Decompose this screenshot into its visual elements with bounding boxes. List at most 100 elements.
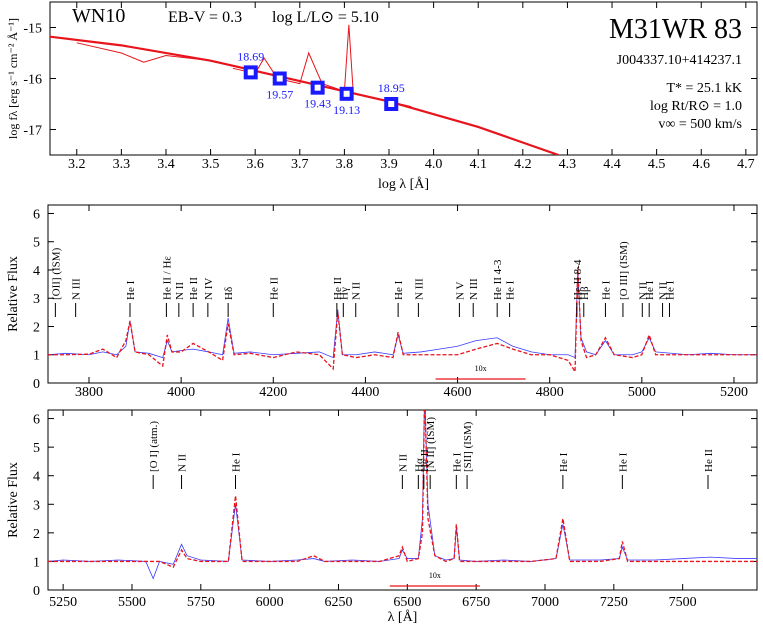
x-tick-label: 5200	[720, 385, 748, 400]
line-id-label: He II	[332, 277, 344, 300]
y-axis-title: log fλ [erg s⁻¹ cm⁻² Å⁻¹]	[6, 18, 20, 139]
y-tick-label: 2	[33, 320, 40, 335]
x-axis-title: λ [Å]	[388, 609, 418, 625]
x-tick-label: 4400	[351, 385, 379, 400]
y-tick-label: 4	[33, 264, 40, 279]
x-tick-label: 6250	[324, 595, 352, 610]
x-axis-title: log λ [Å]	[378, 176, 429, 192]
extinction: EB-V = 0.3	[168, 9, 242, 26]
line-id-label: He I	[451, 452, 463, 472]
x-tick-label: 7500	[669, 595, 697, 610]
y-tick-label: 6	[33, 413, 40, 428]
x-tick-label: 3.5	[202, 157, 220, 172]
x-tick-label: 4.1	[469, 157, 487, 172]
line-id-label: He I	[505, 280, 517, 300]
plot-area	[48, 267, 757, 374]
line-id-label: He I	[393, 280, 405, 300]
line-id-label: Hδ	[223, 287, 235, 300]
x-tick-label: 3.7	[291, 157, 309, 172]
parameter: log Rt/R⊙ = 1.0	[650, 99, 742, 114]
line-id-label: He I	[558, 452, 570, 472]
parameter: T* = 25.1 kK	[666, 81, 742, 96]
line-id-label: [OII] (ISM)	[50, 247, 62, 300]
line-id-label: N III	[468, 278, 480, 300]
x-tick-label: 7000	[531, 595, 559, 610]
line-id-label: He I	[600, 280, 612, 300]
line-id-label: N IV	[203, 278, 215, 300]
line-id-label: He I	[664, 280, 676, 300]
photometry-core	[343, 90, 350, 97]
line-id-label: Hα	[413, 458, 425, 472]
y-tick-label: 5	[33, 441, 40, 456]
parameter: v∞ = 500 km/s	[658, 117, 742, 132]
magnitude-label: 19.57	[266, 88, 293, 102]
star-id: J004337.10+414237.1	[617, 53, 742, 68]
y-tick-label: 3	[33, 292, 40, 307]
y-tick-label: -17	[23, 124, 42, 139]
spectral-type: WN10	[72, 5, 125, 27]
y-tick-label: 1	[33, 349, 40, 364]
magnitude-label: 19.43	[304, 97, 331, 111]
y-tick-label: 0	[33, 584, 40, 599]
line-id-label: N II	[174, 282, 186, 300]
line-id-label: N II	[397, 454, 409, 472]
luminosity: log L/L⊙ = 5.10	[272, 9, 379, 26]
x-tick-label: 3.2	[68, 157, 86, 172]
line-id-label: He II	[188, 277, 200, 300]
plot-area	[50, 24, 559, 155]
line-id-label: Hβ	[579, 286, 591, 300]
y-tick-label: -16	[23, 73, 42, 88]
line-id-label: N II	[637, 282, 649, 300]
line-id-label: N II	[351, 282, 363, 300]
x-tick-label: 4.0	[425, 157, 443, 172]
x-tick-label: 3800	[75, 385, 103, 400]
x-tick-label: 4.6	[692, 157, 710, 172]
scale-note: 10x	[475, 364, 487, 373]
line-id-label: He II / Hε	[161, 256, 173, 300]
y-tick-label: 4	[33, 470, 40, 485]
x-tick-label: 5750	[187, 595, 215, 610]
spectrum-line	[50, 35, 559, 155]
line-id-label: He I	[125, 280, 137, 300]
scale-note: 10x	[429, 571, 441, 580]
y-tick-label: 6	[33, 207, 40, 222]
line-id-label: [SII] (ISM)	[462, 421, 474, 472]
line-id-label: N II	[177, 454, 189, 472]
line-id-label: He II	[419, 449, 431, 472]
photometry-core	[388, 101, 395, 107]
line-id-label: Hγ	[338, 287, 350, 300]
line-id-label: He II	[268, 277, 280, 300]
line-id-label: [O I] (atm.)	[148, 421, 160, 472]
x-tick-label: 3.8	[336, 157, 354, 172]
x-tick-label: 3.9	[380, 157, 398, 172]
spectrum-line	[48, 410, 757, 568]
y-axis-title: Relative Flux	[6, 462, 21, 538]
line-id-label: [N II] (ISM)	[425, 417, 437, 472]
y-tick-label: 2	[33, 527, 40, 542]
line-id-label: He II 8-4	[572, 259, 584, 300]
y-tick-label: 0	[33, 377, 40, 392]
line-id-label: He I	[617, 452, 629, 472]
x-tick-label: 3.4	[157, 157, 175, 172]
spectrum-line	[76, 42, 211, 63]
line-id-label: He II	[703, 449, 715, 472]
x-tick-label: 5000	[628, 385, 656, 400]
y-tick-label: -15	[23, 22, 42, 37]
line-id-label: He I	[644, 280, 656, 300]
line-id-label: N II	[658, 282, 670, 300]
line-id-label: He I	[231, 452, 243, 472]
y-tick-label: 3	[33, 498, 40, 513]
x-tick-label: 5250	[49, 595, 77, 610]
x-tick-label: 4000	[167, 385, 195, 400]
spectrum-line	[48, 267, 757, 374]
magnitude-label: 18.95	[378, 81, 405, 95]
x-tick-label: 4800	[536, 385, 564, 400]
photometry-core	[276, 75, 283, 82]
line-id-label: N III	[413, 278, 425, 300]
plot-area	[48, 410, 757, 580]
line-id-label: [O III] (ISM)	[618, 241, 630, 300]
x-tick-label: 3.6	[246, 157, 264, 172]
x-tick-label: 6000	[256, 595, 284, 610]
magnitude-label: 18.69	[237, 49, 264, 63]
